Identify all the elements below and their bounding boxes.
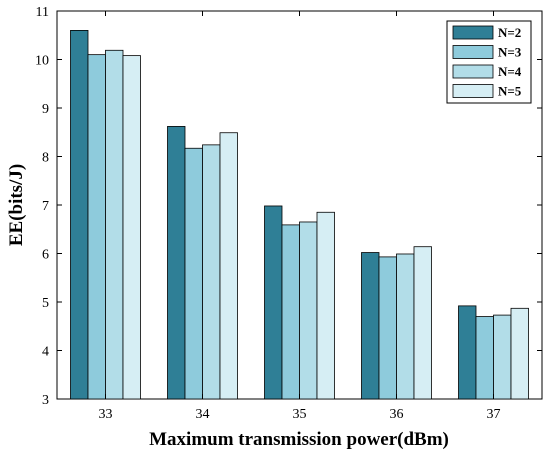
y-tick-label: 4	[42, 345, 49, 360]
legend-swatch	[452, 84, 494, 98]
legend-swatch	[452, 25, 494, 40]
bar-N=4-33	[105, 49, 124, 400]
y-tick-label: 7	[42, 199, 49, 214]
legend-label: N=3	[498, 45, 522, 60]
legend-label: N=4	[498, 64, 522, 79]
bar-N=5-36	[413, 246, 432, 400]
y-tick-label: 10	[35, 54, 49, 69]
x-tick-label: 37	[487, 407, 501, 422]
y-tick-label: 11	[36, 5, 49, 20]
legend-swatch	[452, 45, 494, 59]
x-tick-label: 33	[99, 407, 113, 422]
bar-N=4-34	[202, 144, 221, 400]
bar-N=5-37	[510, 307, 529, 400]
x-tick-label: 34	[196, 407, 210, 422]
bar-N=4-36	[396, 253, 415, 400]
bar-N=3-34	[184, 147, 203, 400]
bar-N=3-36	[378, 256, 397, 400]
legend-label: N=5	[498, 84, 522, 99]
bars-group	[70, 29, 529, 400]
x-axis-label: Maximum transmission power(dBm)	[149, 429, 449, 450]
bar-N=5-34	[219, 132, 238, 400]
y-tick-label: 8	[42, 151, 49, 166]
bar-N=3-35	[281, 224, 300, 400]
legend-label: N=2	[498, 25, 521, 40]
bar-N=2-33	[70, 29, 89, 400]
bar-N=3-33	[87, 54, 106, 400]
bar-N=5-35	[316, 211, 335, 400]
legend: N=2 N=3 N=4 N=5	[446, 20, 532, 104]
bar-N=2-36	[361, 252, 380, 400]
y-tick-label: 6	[42, 248, 49, 263]
bar-N=2-35	[264, 205, 283, 400]
y-axis-label: EE(bits/J)	[6, 164, 27, 246]
x-tick-label: 36	[390, 407, 404, 422]
x-axis: 33 34 35 36 37	[99, 11, 501, 422]
bar-N=2-34	[167, 126, 186, 400]
y-tick-label: 3	[42, 393, 49, 408]
legend-swatch	[452, 64, 494, 79]
bar-N=4-37	[493, 314, 512, 400]
y-tick-label: 9	[42, 102, 49, 117]
x-tick-label: 35	[293, 407, 307, 422]
y-axis: 3 4 5 6 7 8 9 10 11	[35, 5, 542, 408]
y-tick-label: 5	[42, 296, 49, 311]
bar-N=5-33	[122, 55, 141, 400]
bar-N=2-37	[458, 305, 477, 400]
bar-N=4-35	[299, 221, 318, 400]
bar-N=3-37	[475, 316, 494, 400]
